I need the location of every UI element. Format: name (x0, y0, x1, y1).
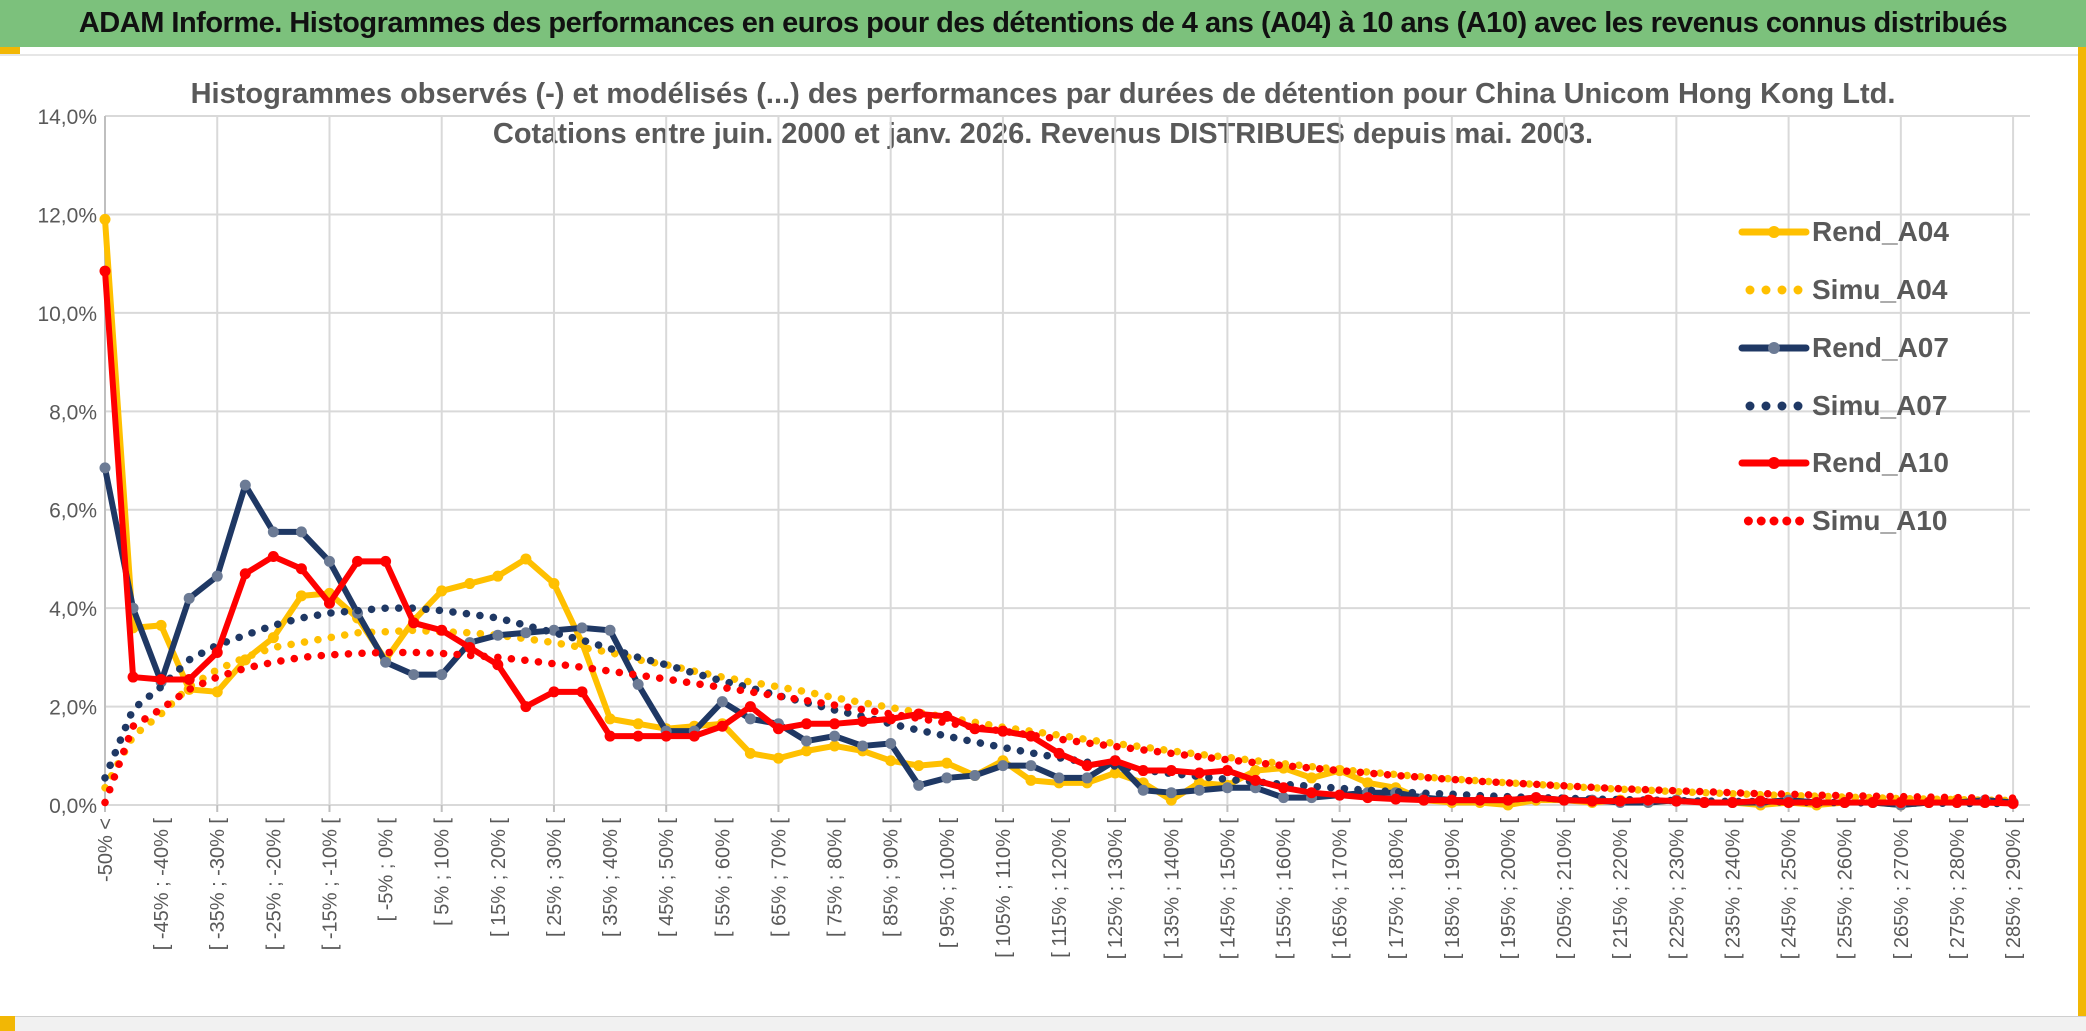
svg-text:14,0%: 14,0% (37, 106, 97, 129)
chart-title-line2: Cotations entre juin. 2000 et janv. 2026… (492, 118, 1594, 150)
svg-text:[ -5% ; 0% [: [ -5% ; 0% [ (376, 818, 398, 922)
svg-text:[ 5% ; 10% [: [ 5% ; 10% [ (432, 818, 454, 926)
svg-text:[ 85% ; 90% [: [ 85% ; 90% [ (881, 818, 903, 937)
svg-text:[ 145% ; 150% [: [ 145% ; 150% [ (1217, 818, 1239, 960)
legend-item-Rend_A04[interactable]: Rend_A04 (1738, 216, 1949, 247)
svg-text:[ -15% ; -10% [: [ -15% ; -10% [ (319, 818, 341, 951)
svg-text:[ 165% ; 170% [: [ 165% ; 170% [ (1330, 818, 1352, 960)
svg-text:[ 15% ; 20% [: [ 15% ; 20% [ (488, 818, 510, 937)
svg-text:[ -45% ; -40% [: [ -45% ; -40% [ (151, 818, 173, 951)
chart-title-line1: Histogrammes observés (-) et modélisés (… (190, 78, 1896, 110)
x-axis-labels: -50% < [ -45% ; -40% [ [ -35% ; -30% [ [ -2… (95, 818, 2025, 960)
legend-item-Simu_A10[interactable]: Simu_A10 (1743, 505, 1948, 536)
svg-text:[ 135% ; 140% [: [ 135% ; 140% [ (1161, 818, 1183, 960)
legend-marker-icon (1768, 342, 1780, 354)
chart-legend: Rend_A04 Simu_A04 Rend_A07 Simu_A07 Rend_A10… (1738, 216, 1949, 536)
gold-accent-top-left (0, 47, 20, 54)
svg-text:[ 55% ; 60% [: [ 55% ; 60% [ (712, 818, 734, 937)
legend-dot-icon (1745, 285, 1755, 295)
svg-text:12,0%: 12,0% (37, 204, 97, 227)
legend-dot-icon (1777, 401, 1787, 411)
legend-label: Rend_A04 (1812, 216, 1949, 247)
gold-accent-right-border (2078, 47, 2086, 1031)
legend-dot-icon (1793, 285, 1803, 295)
legend-marker-icon (1768, 226, 1780, 238)
svg-text:[ 105% ; 110% [: [ 105% ; 110% [ (993, 818, 1015, 958)
legend-dot-icon (1745, 401, 1755, 411)
legend-dot-icon (1756, 516, 1766, 526)
series-Rend_A10 (99, 265, 2019, 810)
legend-item-Rend_A07[interactable]: Rend_A07 (1738, 332, 1949, 363)
bottom-scroll-strip[interactable] (0, 1016, 2086, 1031)
legend-dot-icon (1777, 285, 1787, 295)
legend-marker-icon (1768, 457, 1780, 469)
svg-text:[ -35% ; -30% [: [ -35% ; -30% [ (207, 818, 229, 951)
svg-text:[ 275% ; 280% [: [ 275% ; 280% [ (1947, 818, 1969, 960)
legend-label: Simu_A10 (1812, 505, 1947, 536)
svg-text:[ 225% ; 230% [: [ 225% ; 230% [ (1666, 818, 1688, 960)
legend-dot-icon (1769, 516, 1779, 526)
legend-dot-icon (1761, 285, 1771, 295)
series-Rend_A04 (99, 213, 2019, 811)
svg-text:[ 75% ; 80% [: [ 75% ; 80% [ (825, 818, 847, 937)
svg-text:-50% <: -50% < (95, 818, 117, 882)
legend-label: Simu_A07 (1812, 390, 1947, 421)
svg-text:0,0%: 0,0% (49, 795, 97, 818)
legend-item-Simu_A04[interactable]: Simu_A04 (1745, 274, 1948, 305)
chart-title: Histogrammes observés (-) et modélisés (… (60, 74, 2026, 154)
legend-label: Rend_A10 (1812, 447, 1949, 478)
svg-text:[ 95% ; 100% [: [ 95% ; 100% [ (937, 818, 959, 949)
svg-text:2,0%: 2,0% (49, 697, 97, 720)
legend-dot-icon (1761, 401, 1771, 411)
legend-item-Rend_A10[interactable]: Rend_A10 (1738, 447, 1949, 478)
series-Simu_A04 (101, 626, 2017, 805)
svg-text:4,0%: 4,0% (49, 598, 97, 621)
svg-text:8,0%: 8,0% (49, 401, 97, 424)
page-title: ADAM Informe. Histogrammes des performan… (78, 7, 2008, 39)
svg-text:[ 185% ; 190% [: [ 185% ; 190% [ (1442, 818, 1464, 960)
svg-text:[ 65% ; 70% [: [ 65% ; 70% [ (768, 818, 790, 937)
legend-label: Simu_A04 (1812, 274, 1948, 305)
gold-accent-bottom-left (0, 1016, 15, 1031)
svg-text:[ 255% ; 260% [: [ 255% ; 260% [ (1835, 818, 1857, 960)
header-divider (0, 54, 2086, 56)
svg-text:[ 45% ; 50% [: [ 45% ; 50% [ (656, 818, 678, 937)
svg-text:[ 285% ; 290% [: [ 285% ; 290% [ (2003, 818, 2025, 960)
svg-text:[ 35% ; 40% [: [ 35% ; 40% [ (600, 818, 622, 937)
legend-item-Simu_A07[interactable]: Simu_A07 (1745, 390, 1948, 421)
legend-dot-icon (1743, 516, 1753, 526)
svg-text:[ 155% ; 160% [: [ 155% ; 160% [ (1274, 818, 1296, 960)
legend-dot-icon (1793, 401, 1803, 411)
svg-text:[ 265% ; 270% [: [ 265% ; 270% [ (1891, 818, 1913, 960)
svg-text:[ 195% ; 200% [: [ 195% ; 200% [ (1498, 818, 1520, 960)
svg-text:[ 25% ; 30% [: [ 25% ; 30% [ (544, 818, 566, 937)
svg-text:10,0%: 10,0% (37, 303, 97, 326)
legend-dot-icon (1795, 516, 1805, 526)
svg-text:[ 245% ; 250% [: [ 245% ; 250% [ (1779, 818, 1801, 960)
svg-text:[ 235% ; 240% [: [ 235% ; 240% [ (1722, 818, 1744, 960)
page-header-bar: ADAM Informe. Histogrammes des performan… (0, 0, 2086, 47)
svg-text:[ 215% ; 220% [: [ 215% ; 220% [ (1610, 818, 1632, 960)
svg-text:[ 115% ; 120% [: [ 115% ; 120% [ (1049, 818, 1071, 958)
svg-text:[ 175% ; 180% [: [ 175% ; 180% [ (1386, 818, 1408, 960)
svg-text:[ -25% ; -20% [: [ -25% ; -20% [ (263, 818, 285, 951)
legend-dot-icon (1782, 516, 1792, 526)
y-axis-labels: 0,0% 2,0% 4,0% 6,0% 8,0% 10,0% 12,0% 14,0% (37, 106, 97, 818)
svg-text:6,0%: 6,0% (49, 500, 97, 523)
svg-text:[ 205% ; 210% [: [ 205% ; 210% [ (1554, 818, 1576, 960)
svg-text:[ 125% ; 130% [: [ 125% ; 130% [ (1105, 818, 1127, 960)
legend-label: Rend_A07 (1812, 332, 1949, 363)
